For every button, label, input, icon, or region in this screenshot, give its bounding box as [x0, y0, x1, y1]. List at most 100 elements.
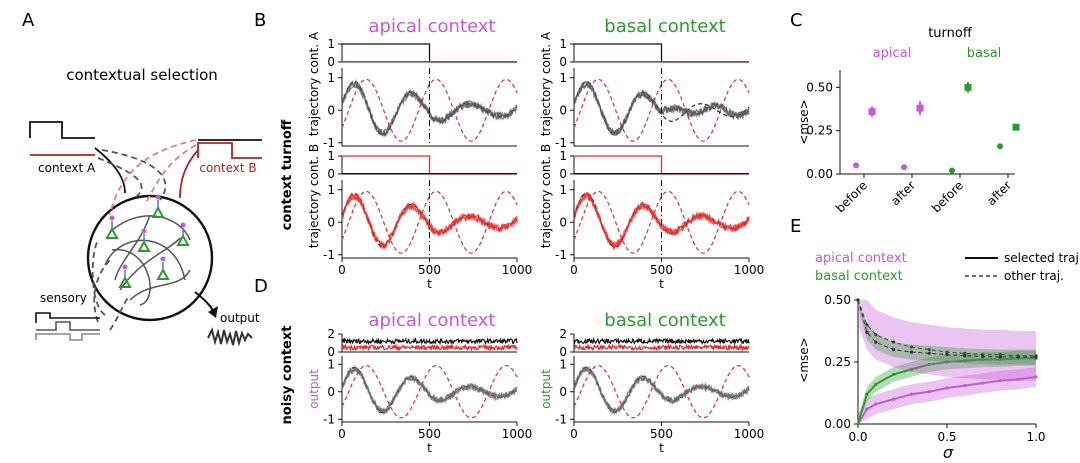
output-trajectory [573, 365, 750, 414]
legend-other-traj: other traj. [1004, 269, 1064, 283]
panel-e-point [874, 382, 878, 386]
x-tick-label: 500 [418, 263, 441, 277]
legend-selected-traj: selected traj. [1004, 251, 1080, 265]
panel-c-selected-point [949, 167, 955, 174]
y-tick-label: -1 [323, 248, 335, 262]
panel-a-title: contextual selection [66, 66, 218, 84]
panel-c-selected-point [901, 164, 907, 171]
context-b-signal [197, 139, 262, 159]
noisy-context-black [573, 336, 750, 346]
panel-c-turnoff-label: turnoff [928, 26, 973, 41]
panel-c-x-tick-label: after [888, 178, 918, 208]
panel-e-series-line [857, 375, 1037, 425]
panel-e-point [998, 355, 1003, 359]
legend-basal-context: basal context [815, 269, 903, 284]
panel-letter-d: D [254, 276, 268, 297]
y-tick-label: -1 [555, 136, 567, 150]
panel-e-point [1016, 355, 1020, 359]
y-tick-label: 0 [327, 215, 335, 229]
panel-e-point [892, 397, 896, 401]
trajectory-ylabel: trajectory [307, 190, 321, 248]
panel-letter-b: B [254, 10, 266, 31]
y-tick-label: 0 [559, 215, 567, 229]
x-axis-label: t [659, 441, 664, 455]
context-on-signal [574, 43, 749, 63]
panel-e-point [963, 351, 967, 355]
context-a-signal [29, 121, 95, 156]
panel-e-point [927, 362, 931, 367]
panel-e-y-tick-label: 0.50 [824, 293, 851, 307]
panel-e-point [945, 360, 949, 364]
x-tick-label: 0 [338, 427, 346, 441]
ctx-y-tick-label: 2 [559, 327, 567, 341]
context-ylabel: cont. B [539, 144, 553, 186]
panel-e-point [998, 352, 1003, 357]
panel-c-y-tick-label: 0.25 [806, 124, 833, 138]
panel-e-point [892, 340, 896, 344]
panel-e-series-line [857, 299, 1036, 358]
panel-c-plot: 0.00 0.25 0.50 before after before after [806, 70, 1020, 215]
panel-e-series-line [857, 299, 1036, 357]
panel-e-band [858, 300, 1036, 381]
panel-e-point [927, 351, 931, 355]
y-tick-label: 0 [559, 103, 567, 117]
panel-b-title-basal: basal context [604, 16, 725, 37]
output-trajectory [573, 80, 750, 136]
context-on-signal [342, 155, 517, 175]
panel-e-point [963, 359, 967, 363]
panel-e-point [998, 357, 1003, 362]
panel-e-point [856, 422, 860, 426]
x-axis-label: t [427, 441, 432, 455]
panel-e-point [1034, 355, 1038, 359]
network-diagram [86, 194, 214, 322]
output-trajectory [341, 82, 518, 136]
panel-e-point [865, 323, 869, 327]
legend-apical-context: apical context [815, 251, 907, 266]
panel-e-xlabel: σ [943, 443, 954, 459]
panel-e-point [963, 383, 967, 388]
output-trajectory [341, 366, 518, 416]
panel-c-other-point [1012, 123, 1020, 131]
panel-e-x-tick-label: 0.5 [937, 430, 956, 444]
ctx-y-tick-label: 1 [327, 149, 335, 163]
y-tick-label: 1 [559, 357, 567, 371]
trajectory-ylabel: output [307, 369, 321, 409]
context-on-signal [574, 155, 749, 175]
trajectory-ylabel: trajectory [539, 190, 553, 248]
sensory-signals [35, 312, 100, 341]
panel-e-point [1034, 375, 1038, 379]
context-ylabel: cont. B [307, 144, 321, 186]
panel-letter-a: A [22, 10, 35, 31]
trajectory-ylabel: trajectory [307, 78, 321, 136]
ctx-y-tick-label: 0 [327, 167, 335, 181]
panel-c-other-point [868, 108, 876, 116]
x-tick-label: 500 [418, 427, 441, 441]
panel-e-point [945, 352, 949, 357]
panel-e-band [858, 300, 1036, 365]
y-tick-label: -1 [323, 136, 335, 150]
panel-c-x-tick-label: before [929, 178, 966, 215]
panel-e-point [874, 402, 878, 406]
panel-e-point [865, 330, 869, 334]
noisy-context-red [341, 343, 518, 352]
panel-e-y-tick-label: 0.25 [824, 355, 851, 369]
ctx-y-tick-label: 1 [559, 37, 567, 51]
output-label: output [220, 311, 260, 325]
ctx-y-tick-label: 2 [327, 327, 335, 341]
x-tick-label: 1000 [734, 263, 765, 277]
y-tick-label: -1 [323, 412, 335, 426]
panel-e-x-tick-label: 0.0 [848, 430, 867, 444]
x-tick-label: 0 [338, 263, 346, 277]
panel-c-basal-label: basal [967, 46, 1002, 61]
panel-e-series-line [857, 357, 1036, 425]
ctx-y-tick-label: 0 [327, 345, 335, 359]
panel-c-other-point [916, 104, 924, 112]
ctx-y-tick-label: 0 [559, 55, 567, 69]
panel-c-ylabel: <mse> [797, 99, 811, 144]
input-connections [91, 139, 199, 331]
panel-e-point [981, 357, 985, 362]
panel-e-y-tick-label: 0.00 [824, 417, 851, 431]
